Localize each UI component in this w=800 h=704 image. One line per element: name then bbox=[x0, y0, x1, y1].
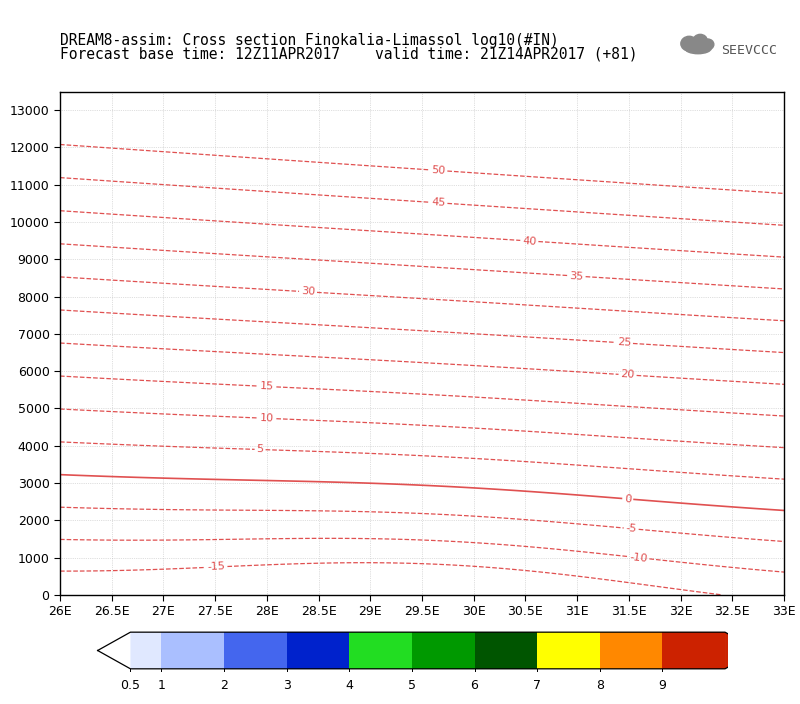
Text: 50: 50 bbox=[431, 165, 446, 176]
Text: 6: 6 bbox=[470, 679, 478, 692]
Text: 20: 20 bbox=[620, 370, 635, 380]
Ellipse shape bbox=[685, 43, 711, 54]
Text: -15: -15 bbox=[207, 562, 226, 572]
Text: 30: 30 bbox=[301, 287, 315, 297]
Bar bbox=[350, 632, 412, 669]
Bar bbox=[162, 632, 224, 669]
Text: 8: 8 bbox=[596, 679, 604, 692]
Ellipse shape bbox=[702, 39, 714, 50]
Polygon shape bbox=[98, 632, 130, 669]
Bar bbox=[537, 632, 600, 669]
Text: 40: 40 bbox=[522, 236, 537, 246]
Text: 5: 5 bbox=[257, 444, 264, 455]
Text: 35: 35 bbox=[570, 270, 584, 282]
Text: -10: -10 bbox=[629, 552, 648, 564]
Text: 1: 1 bbox=[158, 679, 166, 692]
Text: 2: 2 bbox=[220, 679, 228, 692]
Bar bbox=[412, 632, 474, 669]
Text: Forecast base time: 12Z11APR2017    valid time: 21Z14APR2017 (+81): Forecast base time: 12Z11APR2017 valid t… bbox=[60, 47, 638, 62]
Polygon shape bbox=[725, 632, 758, 669]
Text: DREAM8-assim: Cross section Finokalia-Limassol log10(#IN): DREAM8-assim: Cross section Finokalia-Li… bbox=[60, 33, 558, 48]
Text: 5: 5 bbox=[408, 679, 416, 692]
Bar bbox=[474, 632, 537, 669]
Text: 25: 25 bbox=[617, 337, 631, 348]
Text: -5: -5 bbox=[626, 523, 637, 534]
Bar bbox=[600, 632, 662, 669]
Text: 10: 10 bbox=[260, 413, 274, 424]
Text: 9: 9 bbox=[658, 679, 666, 692]
Ellipse shape bbox=[681, 37, 698, 51]
Text: 4: 4 bbox=[346, 679, 354, 692]
Text: 15: 15 bbox=[260, 381, 274, 392]
Text: 3: 3 bbox=[282, 679, 290, 692]
Bar bbox=[224, 632, 286, 669]
Bar bbox=[286, 632, 350, 669]
Text: 45: 45 bbox=[431, 197, 446, 208]
Text: 0.5: 0.5 bbox=[121, 679, 141, 692]
Text: 0: 0 bbox=[624, 494, 632, 504]
Text: 7: 7 bbox=[533, 679, 541, 692]
Text: SEEVCCC: SEEVCCC bbox=[722, 44, 778, 57]
Bar bbox=[130, 632, 162, 669]
Ellipse shape bbox=[693, 34, 707, 46]
Bar bbox=[662, 632, 725, 669]
